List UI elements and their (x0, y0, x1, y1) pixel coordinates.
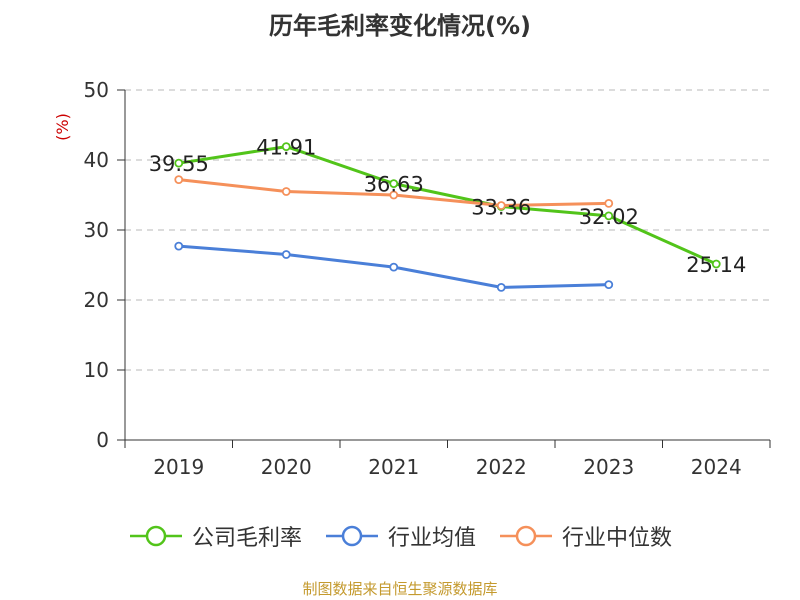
y-tick-label: 20 (84, 288, 109, 312)
data-point (496, 282, 506, 292)
x-tick-label: 2020 (261, 455, 312, 479)
axes: 0 10 20 30 40 50 2019 2020 2021 2022 2023 2024 (84, 78, 771, 479)
legend-item: 行业均值 (324, 520, 476, 552)
data-point (389, 262, 399, 272)
data-point (174, 241, 184, 251)
data-point (174, 175, 184, 185)
legend-circle (145, 525, 167, 547)
data-point (174, 158, 184, 168)
data-point (496, 201, 506, 210)
x-tick-label: 2019 (153, 455, 204, 479)
legend-circle (515, 525, 537, 547)
data-point (389, 190, 399, 200)
data-label: 25.14 (686, 253, 746, 277)
data-label: 36.63 (364, 173, 424, 197)
data-point (281, 250, 291, 259)
data-label: 41.91 (256, 136, 316, 160)
legend-marker-icon (325, 525, 378, 547)
legend: 公司毛利率 行业均值 行业中位数 (0, 520, 800, 552)
series-layer (174, 142, 721, 292)
legend-circle (341, 525, 363, 547)
data-point (604, 280, 614, 290)
data-labels-layer: 39.55 41.91 36.63 33.36 32.02 25.14 (149, 136, 747, 277)
chart-title: 历年毛利率变化情况(%) (269, 12, 531, 40)
series-line (178, 145, 717, 266)
data-label: 39.55 (149, 152, 209, 176)
source-note: 制图数据来自恒生聚源数据库 (302, 580, 498, 598)
legend-label: 行业均值 (387, 526, 476, 551)
x-tick-label: 2024 (691, 455, 742, 479)
y-tick-label: 40 (84, 148, 109, 172)
legend-item: 行业中位数 (498, 520, 672, 552)
y-tick-label: 30 (84, 218, 109, 242)
data-point (604, 198, 614, 208)
legend-marker-icon (129, 525, 182, 547)
data-point (604, 211, 614, 221)
data-point (281, 187, 291, 196)
data-point (711, 259, 721, 269)
data-label: 32.02 (579, 205, 639, 229)
x-tick-label: 2021 (368, 455, 419, 479)
y-tick-label: 50 (84, 78, 109, 102)
data-point (281, 142, 291, 152)
legend-marker-icon (500, 525, 552, 547)
y-tick-label: 10 (84, 358, 109, 382)
y-axis-label: (%) (53, 113, 72, 141)
legend-label: 行业中位数 (562, 526, 673, 551)
legend-item: 公司毛利率 (128, 520, 302, 552)
legend-label: 公司毛利率 (191, 526, 302, 551)
y-tick-label: 0 (96, 428, 109, 452)
x-tick-label: 2022 (476, 455, 527, 479)
x-tick-label: 2023 (583, 455, 634, 479)
grid-lines (125, 89, 770, 371)
data-point (389, 179, 399, 188)
data-label: 33.36 (471, 195, 531, 219)
